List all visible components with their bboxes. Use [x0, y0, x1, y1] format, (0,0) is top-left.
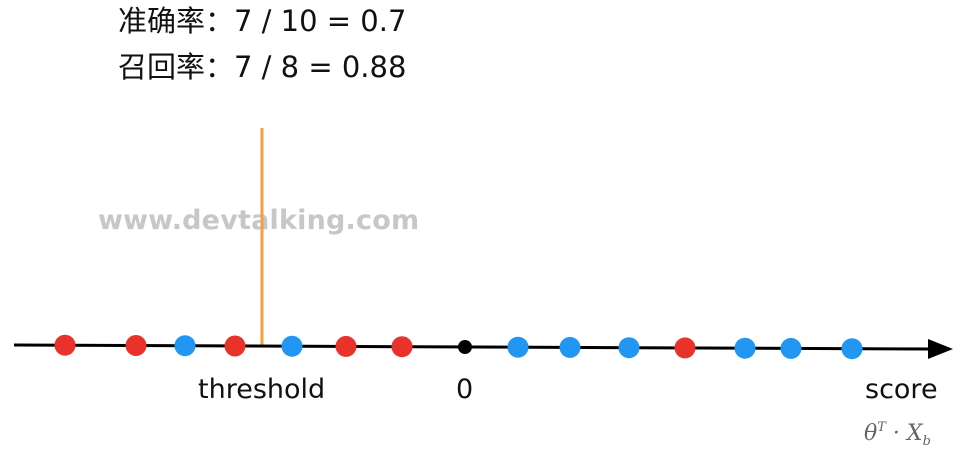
- blue-point: [559, 336, 581, 358]
- watermark: www.devtalking.com: [98, 205, 420, 236]
- blue-point: [174, 335, 196, 357]
- threshold-label: threshold: [198, 374, 326, 405]
- zero-point: [458, 340, 472, 354]
- blue-point: [780, 337, 802, 359]
- formula-b: b: [922, 434, 931, 449]
- formula-x: X: [906, 421, 923, 446]
- red-point: [391, 336, 413, 358]
- red-point: [335, 335, 357, 357]
- formula-theta: θ: [864, 421, 878, 446]
- red-point: [125, 335, 147, 356]
- formula-transpose: T: [877, 420, 886, 435]
- data-points: [54, 334, 863, 360]
- blue-point: [507, 336, 529, 358]
- red-point: [674, 337, 696, 359]
- recall-text: 召回率：7 / 8 = 0.88: [118, 50, 407, 84]
- axis-arrow-head: [928, 339, 953, 359]
- blue-point: [734, 337, 756, 359]
- blue-point: [281, 335, 303, 357]
- formula-dot: ·: [885, 421, 907, 446]
- blue-point: [618, 337, 640, 359]
- blue-point: [841, 338, 863, 360]
- zero-label: 0: [456, 374, 474, 405]
- precision-text: 准确率：7 / 10 = 0.7: [118, 4, 407, 38]
- score-formula: θT · Xb: [864, 420, 931, 449]
- red-point: [54, 334, 76, 356]
- red-point: [224, 335, 246, 357]
- score-label: score: [865, 374, 938, 405]
